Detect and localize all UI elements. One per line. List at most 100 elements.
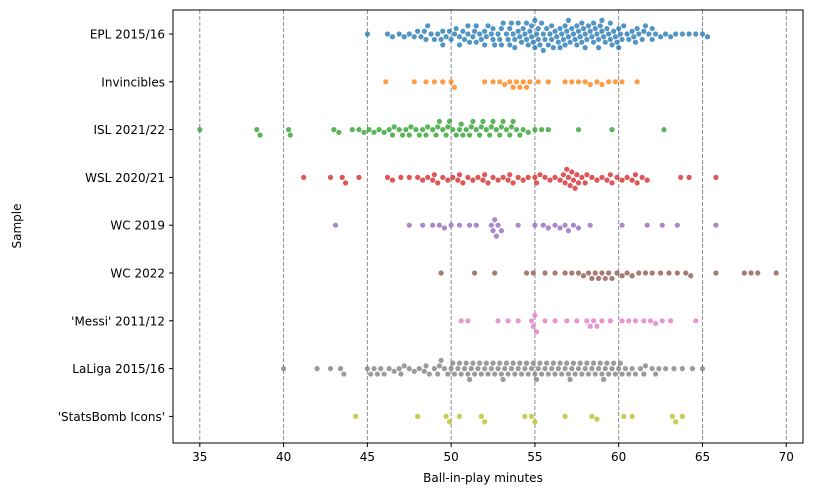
data-point — [465, 174, 471, 180]
data-point — [396, 127, 402, 133]
data-point — [378, 366, 384, 372]
data-point — [564, 166, 570, 172]
data-point — [606, 270, 612, 276]
data-point — [575, 180, 582, 186]
data-point — [527, 79, 533, 85]
data-point — [537, 42, 543, 48]
data-point — [699, 366, 706, 372]
data-point — [426, 371, 432, 377]
data-point — [441, 225, 448, 231]
data-point — [559, 371, 565, 377]
data-point — [595, 36, 602, 43]
data-point — [528, 366, 535, 372]
data-point — [622, 366, 628, 372]
data-point — [580, 25, 587, 32]
data-point — [301, 174, 307, 180]
data-point — [565, 371, 572, 377]
data-point — [456, 172, 463, 178]
data-point — [607, 36, 613, 43]
data-point — [693, 318, 699, 324]
data-point — [416, 366, 422, 372]
data-point — [584, 172, 590, 178]
data-point — [668, 34, 674, 40]
data-point — [446, 118, 453, 125]
data-point — [490, 118, 496, 125]
data-point — [683, 270, 689, 276]
data-point — [420, 127, 426, 133]
data-point — [562, 413, 568, 419]
data-point — [532, 222, 538, 228]
y-tick-label: Invincibles — [101, 75, 165, 89]
data-point — [470, 360, 476, 366]
data-point — [473, 127, 479, 133]
data-point — [619, 177, 625, 183]
data-point — [477, 360, 483, 366]
data-point — [406, 132, 412, 138]
data-point — [502, 366, 508, 372]
data-point — [406, 174, 412, 180]
data-point — [406, 366, 412, 372]
data-point — [492, 270, 498, 276]
data-point — [443, 413, 449, 419]
data-point — [507, 79, 513, 85]
data-point — [542, 318, 548, 324]
data-point — [599, 371, 605, 377]
data-point — [619, 222, 625, 228]
data-point — [448, 36, 454, 43]
data-point — [497, 132, 503, 138]
data-point — [473, 39, 479, 45]
data-point — [493, 233, 499, 239]
data-point — [616, 25, 622, 32]
data-point — [475, 366, 481, 372]
data-point — [482, 42, 488, 48]
x-axis-label: Ball-in-play minutes — [423, 471, 543, 485]
data-point — [741, 270, 747, 276]
data-point — [572, 371, 578, 377]
data-point — [542, 36, 548, 43]
data-point — [569, 169, 575, 175]
data-point — [453, 25, 459, 32]
data-point — [549, 36, 555, 43]
data-point — [428, 31, 434, 37]
data-point — [597, 23, 603, 29]
data-point — [533, 180, 540, 186]
data-point — [652, 31, 659, 37]
data-point — [565, 17, 572, 23]
data-point — [688, 273, 694, 279]
data-point — [656, 366, 662, 372]
data-point — [475, 174, 481, 180]
data-point — [503, 127, 510, 133]
data-point — [483, 127, 489, 133]
data-point — [435, 31, 441, 37]
data-point — [498, 371, 505, 377]
data-point — [477, 132, 483, 138]
data-point — [562, 42, 568, 48]
data-point — [500, 20, 506, 26]
data-point — [575, 270, 582, 276]
data-point — [547, 31, 553, 37]
data-point — [580, 273, 587, 279]
data-point — [619, 36, 625, 43]
data-point — [471, 270, 478, 276]
data-point — [565, 34, 572, 40]
data-point — [528, 413, 535, 419]
data-point — [431, 366, 437, 372]
data-point — [507, 25, 513, 32]
data-point — [557, 25, 563, 32]
data-point — [381, 371, 387, 377]
data-point — [463, 127, 469, 133]
data-point — [678, 174, 684, 180]
data-point — [592, 371, 598, 377]
data-point — [478, 124, 484, 130]
data-point — [495, 366, 501, 372]
data-point — [528, 34, 535, 40]
data-point — [465, 31, 471, 37]
data-point — [456, 42, 463, 48]
data-point — [589, 34, 595, 40]
data-point — [478, 371, 484, 377]
data-point — [483, 34, 489, 40]
data-point — [565, 174, 572, 180]
data-point — [423, 363, 429, 369]
data-point — [497, 360, 503, 366]
data-point — [470, 118, 476, 125]
